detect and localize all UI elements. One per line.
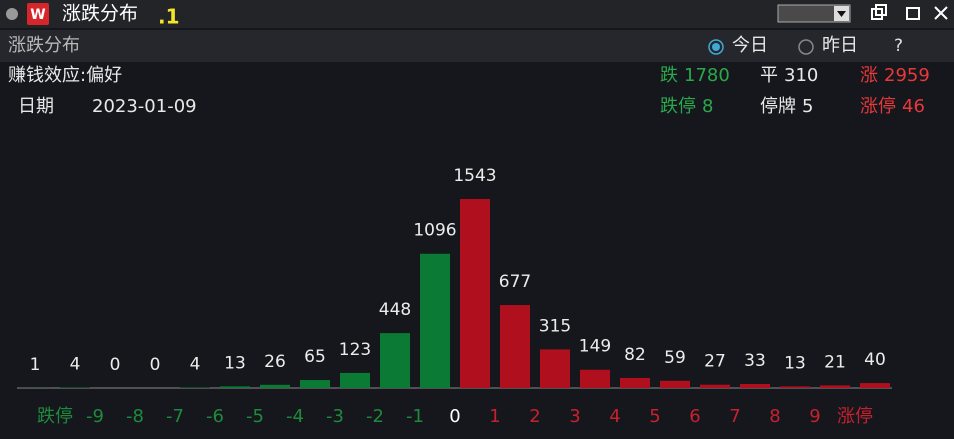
value-label: 21 [824,352,846,372]
sentiment: 赚钱效应:偏好 [8,65,122,86]
stat-value: 1780 [684,65,730,86]
value-label: 1543 [453,166,496,186]
value-label: 59 [664,348,686,368]
value-label: 448 [379,300,411,320]
value-label: 0 [110,355,121,375]
stat-value: 8 [702,96,713,117]
date: 2023-01-09 [92,96,197,117]
x-tick-label: -5 [246,406,264,427]
bar [420,254,450,388]
x-tick-label: 4 [609,406,620,427]
panel-title: 涨跌分布 [8,35,80,56]
x-tick-label: -8 [126,406,144,427]
help[interactable]: ? [894,36,903,56]
bar [220,386,250,388]
value-label: 315 [539,316,571,336]
value-label: 149 [579,337,611,357]
x-tick-label: 6 [689,406,700,427]
app-icon-letter: W [30,7,45,23]
stat-label: 涨 [860,65,878,86]
value-label: 0 [150,355,161,375]
x-tick-label: 跌停 [37,406,73,427]
stat-value: 46 [902,96,925,117]
radio-label[interactable]: 昨日 [822,35,858,56]
stat-value: 5 [802,96,813,117]
value-label: 27 [704,352,726,372]
bar [780,386,810,388]
x-tick-label: 涨停 [837,406,873,427]
x-tick-label: 1 [489,406,500,427]
stat-label: 跌 [660,65,678,86]
bar [580,370,610,388]
x-tick-label: 0 [449,406,460,427]
panel-header [0,30,954,62]
bar [540,349,570,388]
value-label: 40 [864,350,886,370]
x-tick-label: -9 [86,406,104,427]
bar [700,385,730,388]
bar [820,385,850,388]
date-label: 日期 [18,96,54,117]
window-title: 涨跌分布 [62,3,138,25]
x-tick-label: 8 [769,406,780,427]
x-tick-label: 3 [569,406,580,427]
x-tick-label: 5 [649,406,660,427]
radio-label[interactable]: 今日 [732,35,768,56]
value-label: 82 [624,345,646,365]
bar [740,384,770,388]
stat-value: 2959 [884,65,930,86]
x-tick-label: -3 [326,406,344,427]
value-label: 4 [190,355,201,375]
bar [300,380,330,388]
bar [260,385,290,388]
stat-label: 涨停 [860,96,896,117]
x-tick-label: 7 [729,406,740,427]
stat-value: 310 [784,65,818,86]
value-label: 1096 [413,221,456,241]
x-tick-label: -6 [206,406,224,427]
x-tick-label: 2 [529,406,540,427]
bar [620,378,650,388]
bar [380,333,410,388]
value-label: 123 [339,340,371,360]
x-tick-label: -2 [366,406,384,427]
stat-label: 平 [760,65,778,86]
bar [860,383,890,388]
value-label: 65 [304,347,326,367]
value-label: 33 [744,351,766,371]
x-tick-label: -1 [406,406,424,427]
stat-label: 停牌 [760,96,796,117]
radio-dot [712,43,720,51]
value-label: 13 [224,353,246,373]
window-dot [6,8,18,20]
bar [660,381,690,388]
window-tag: .1 [158,5,180,29]
bar [460,199,490,388]
value-label: 4 [70,355,81,375]
stat-label: 跌停 [660,96,696,117]
bar [340,373,370,388]
value-label: 26 [264,352,286,372]
value-label: 677 [499,272,531,292]
x-tick-label: 9 [809,406,820,427]
x-tick-label: -4 [286,406,304,427]
value-label: 1 [30,355,41,375]
x-tick-label: -7 [166,406,184,427]
value-label: 13 [784,353,806,373]
bar [500,305,530,388]
